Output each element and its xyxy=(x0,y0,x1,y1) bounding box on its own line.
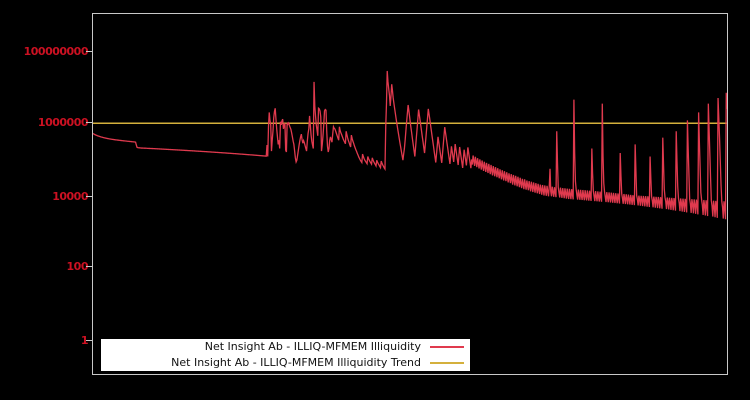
y-axis-tick-label: 1000000 xyxy=(37,116,89,129)
y-axis-tick-label: 10000 xyxy=(52,190,88,203)
series-lines xyxy=(93,70,727,220)
chart-legend: Net Insight Ab - ILLIQ-MFMEM Illiquidity… xyxy=(101,339,470,371)
illiquidity-line xyxy=(93,70,727,220)
legend-label: Net Insight Ab - ILLIQ-MFMEM Illiquidity xyxy=(204,340,421,353)
y-axis-tick-mark xyxy=(86,51,92,52)
legend-item-trend: Net Insight Ab - ILLIQ-MFMEM Illiquidity… xyxy=(101,355,470,371)
y-axis-tick-mark xyxy=(86,266,92,267)
y-axis-tick-mark xyxy=(86,340,92,341)
legend-item-illiquidity: Net Insight Ab - ILLIQ-MFMEM Illiquidity xyxy=(101,339,470,355)
plot-canvas xyxy=(93,14,727,374)
legend-label: Net Insight Ab - ILLIQ-MFMEM Illiquidity… xyxy=(171,356,421,369)
legend-line-swatch-icon xyxy=(430,346,464,348)
y-axis-tick-label: 100000000 xyxy=(23,45,89,58)
legend-line-swatch-icon xyxy=(430,362,464,364)
y-axis-tick-label: 1 xyxy=(80,334,89,347)
y-axis-tick-mark xyxy=(86,196,92,197)
y-axis: 100000000 1000000 10000 100 1 xyxy=(0,0,92,400)
y-axis-tick-mark xyxy=(86,122,92,123)
y-axis-tick-label: 100 xyxy=(66,260,89,273)
plot-area xyxy=(92,13,728,375)
